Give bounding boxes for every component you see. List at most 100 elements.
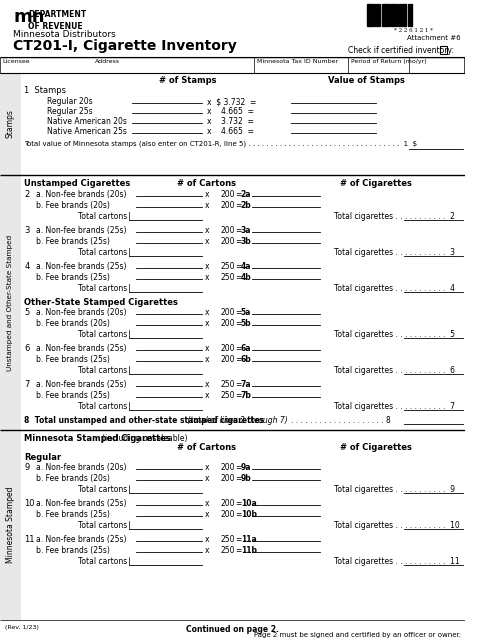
Text: Regular: Regular <box>24 453 61 462</box>
Text: Total cigarettes . . . . . . . . . . .  6: Total cigarettes . . . . . . . . . . . 6 <box>334 366 455 375</box>
Text: a. Non-fee brands (25s): a. Non-fee brands (25s) <box>36 380 126 389</box>
Text: x: x <box>204 308 209 317</box>
Text: x: x <box>204 237 209 246</box>
Text: 5: 5 <box>24 308 30 317</box>
Text: b. Fee brands (25s): b. Fee brands (25s) <box>36 510 109 519</box>
Text: 200: 200 <box>221 344 236 353</box>
Text: 6b: 6b <box>241 355 251 364</box>
Text: 3a: 3a <box>241 226 251 235</box>
Text: x    3.732  =: x 3.732 = <box>207 117 254 126</box>
Text: 2: 2 <box>24 190 30 199</box>
Text: 6: 6 <box>24 344 30 353</box>
Text: 11a: 11a <box>241 535 256 544</box>
Text: 9a: 9a <box>241 463 251 472</box>
Text: =: = <box>235 499 242 508</box>
Text: # of Cartons: # of Cartons <box>177 443 236 452</box>
Text: 200: 200 <box>221 463 236 472</box>
Text: 250: 250 <box>221 380 236 389</box>
Text: 6a: 6a <box>241 344 251 353</box>
Text: 200: 200 <box>221 226 236 235</box>
Text: . . . . . . . . . . . . . . . . . . . . 8: . . . . . . . . . . . . . . . . . . . . … <box>292 416 391 425</box>
Text: Total cigarettes . . . . . . . . . . .  4: Total cigarettes . . . . . . . . . . . 4 <box>334 284 455 293</box>
Bar <box>382 4 385 26</box>
Text: 250: 250 <box>221 535 236 544</box>
Bar <box>410 4 412 26</box>
Text: Total cartons: Total cartons <box>78 284 127 293</box>
Text: x: x <box>204 190 209 199</box>
Bar <box>373 4 375 26</box>
Text: 9: 9 <box>24 463 30 472</box>
Text: Total cartons: Total cartons <box>78 366 127 375</box>
Text: Total cartons: Total cartons <box>78 557 127 566</box>
Text: 2a: 2a <box>241 190 251 199</box>
Bar <box>367 4 368 26</box>
Text: b. Fee brands (20s): b. Fee brands (20s) <box>36 319 109 328</box>
Text: x: x <box>204 391 209 400</box>
Text: Page 2 must be signed and certified by an officer or owner.: Page 2 must be signed and certified by a… <box>253 632 461 638</box>
Text: Value of Stamps: Value of Stamps <box>328 76 405 85</box>
Text: =: = <box>235 380 242 389</box>
Text: 3b: 3b <box>241 237 251 246</box>
Text: =: = <box>235 190 242 199</box>
Text: # of Cartons: # of Cartons <box>177 179 236 188</box>
Bar <box>395 4 396 26</box>
Text: Total cartons: Total cartons <box>78 330 127 339</box>
Bar <box>0 430 21 620</box>
Text: x: x <box>204 546 209 555</box>
Text: 3: 3 <box>24 226 30 235</box>
Text: Total cigarettes . . . . . . . . . . .  9: Total cigarettes . . . . . . . . . . . 9 <box>334 485 455 494</box>
Text: Native American 25s: Native American 25s <box>47 127 127 136</box>
Text: (including unsaleable): (including unsaleable) <box>101 434 187 443</box>
Text: 7: 7 <box>24 380 30 389</box>
Text: Attachment #6: Attachment #6 <box>407 35 461 41</box>
Text: 250: 250 <box>221 262 236 271</box>
Text: =: = <box>235 273 242 282</box>
Bar <box>0 73 21 175</box>
Text: Total cigarettes . . . . . . . . . . .  7: Total cigarettes . . . . . . . . . . . 7 <box>334 402 455 411</box>
Text: =: = <box>235 355 242 364</box>
Text: 10b: 10b <box>241 510 257 519</box>
Text: a. Non-fee brands (25s): a. Non-fee brands (25s) <box>36 344 126 353</box>
Text: x: x <box>204 262 209 271</box>
Text: x  $ 3.732  =: x $ 3.732 = <box>207 97 256 106</box>
Bar <box>397 4 398 26</box>
Text: 10a: 10a <box>241 499 256 508</box>
Text: 7b: 7b <box>241 391 251 400</box>
Text: 200: 200 <box>221 499 236 508</box>
Text: a. Non-fee brands (25s): a. Non-fee brands (25s) <box>36 226 126 235</box>
Bar <box>0 175 21 430</box>
Text: 7a: 7a <box>241 380 251 389</box>
Text: x: x <box>204 380 209 389</box>
Text: # of Cigarettes: # of Cigarettes <box>340 443 412 452</box>
Text: x: x <box>204 344 209 353</box>
Text: =: = <box>235 546 242 555</box>
Text: 200: 200 <box>221 474 236 483</box>
Bar <box>379 4 380 26</box>
Text: Total value of Minnesota stamps (also enter on CT201-R, line 5) . . . . . . . . : Total value of Minnesota stamps (also en… <box>24 140 418 147</box>
Bar <box>386 4 387 26</box>
Text: x: x <box>204 535 209 544</box>
Text: 10: 10 <box>24 499 35 508</box>
Text: =: = <box>235 474 242 483</box>
Text: =: = <box>235 262 242 271</box>
Bar <box>391 4 394 26</box>
Bar <box>388 4 390 26</box>
Text: x: x <box>204 273 209 282</box>
Text: CT201-I, Cigarette Inventory: CT201-I, Cigarette Inventory <box>13 39 237 53</box>
Text: # of Cigarettes: # of Cigarettes <box>340 179 412 188</box>
Text: Native American 20s: Native American 20s <box>47 117 127 126</box>
Text: Period of Return (mo/yr): Period of Return (mo/yr) <box>350 59 426 64</box>
Text: b. Fee brands (25s): b. Fee brands (25s) <box>36 391 109 400</box>
Text: 8  Total unstamped and other-state stamped cigarettes: 8 Total unstamped and other-state stampe… <box>24 416 264 425</box>
Text: Check if certified inventory:: Check if certified inventory: <box>348 46 454 55</box>
Text: Total cartons: Total cartons <box>78 212 127 221</box>
Text: # of Stamps: # of Stamps <box>159 76 217 85</box>
Text: Total cigarettes . . . . . . . . . . .  2: Total cigarettes . . . . . . . . . . . 2 <box>334 212 454 221</box>
Text: Other-State Stamped Cigarettes: Other-State Stamped Cigarettes <box>24 298 178 307</box>
Text: b. Fee brands (20s): b. Fee brands (20s) <box>36 474 109 483</box>
Text: b. Fee brands (25s): b. Fee brands (25s) <box>36 355 109 364</box>
Text: 2b: 2b <box>241 201 251 210</box>
Text: 250: 250 <box>221 273 236 282</box>
Text: Total cartons: Total cartons <box>78 521 127 530</box>
Text: 200: 200 <box>221 308 236 317</box>
